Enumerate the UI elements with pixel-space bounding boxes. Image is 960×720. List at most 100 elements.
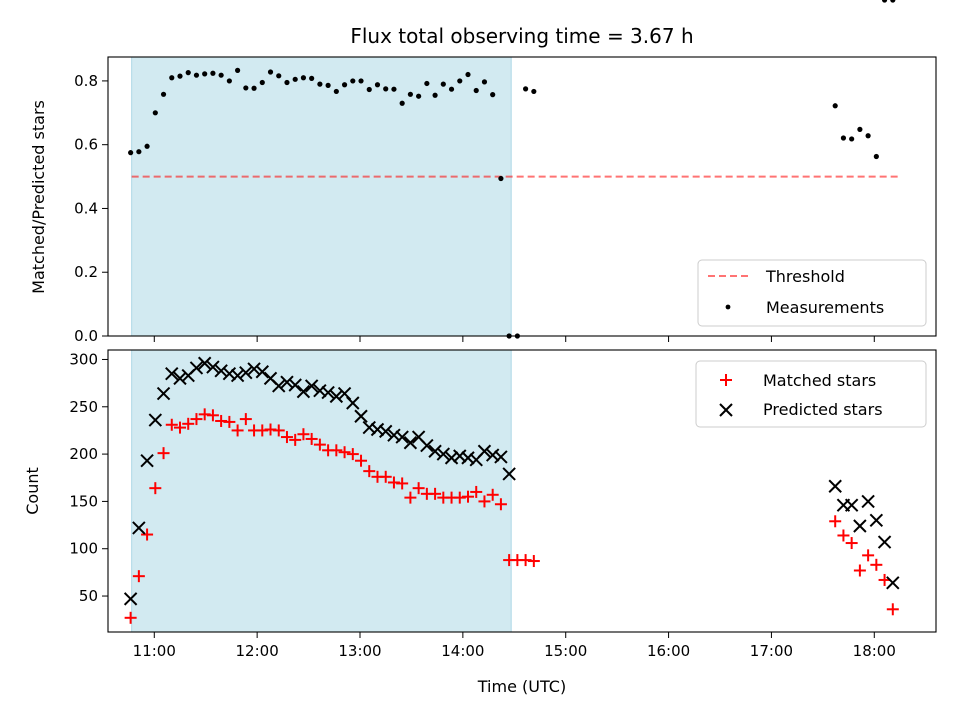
ratio-panel: 0.00.20.40.60.8 Matched/Predicted stars …	[29, 0, 937, 345]
measurement-point	[374, 82, 381, 88]
matched-stars-point	[379, 470, 392, 483]
measurement-point	[832, 103, 838, 109]
measurement-point	[325, 82, 331, 88]
matched-stars-point	[338, 446, 351, 459]
measurement-point	[849, 136, 855, 142]
measurement-point	[383, 86, 389, 92]
matched-stars-point	[429, 487, 442, 500]
matched-stars-point	[404, 491, 417, 504]
measurement-point	[498, 175, 504, 182]
predicted-stars-point	[214, 364, 228, 378]
ratio-observing-interval	[131, 56, 512, 337]
matched-stars-point	[462, 490, 474, 503]
measurement-point	[399, 100, 405, 106]
count-ytick-label: 300	[69, 350, 98, 368]
count-ytick-label: 100	[69, 540, 98, 558]
matched-stars-point	[870, 558, 883, 571]
measurement-point	[333, 88, 339, 95]
measurement-point	[490, 92, 496, 98]
predicted-stars-point	[886, 576, 900, 590]
measurement-point	[366, 86, 372, 93]
measurement-point	[309, 75, 315, 81]
measurement-point	[481, 79, 488, 85]
count-legend-box	[695, 360, 927, 428]
matched-stars-point	[272, 424, 285, 437]
measurement-point	[160, 91, 167, 97]
matched-stars-point	[141, 528, 154, 541]
predicted-stars-point	[354, 409, 368, 423]
matched-stars-point	[494, 498, 507, 511]
matched-stars-point	[206, 409, 219, 422]
count-ytick-label: 50	[79, 587, 98, 605]
count-xtick-label: 11:00	[133, 642, 176, 660]
predicted-stars-point	[453, 449, 467, 463]
measurement-point	[251, 85, 257, 91]
predicted-stars-point	[494, 450, 508, 464]
legend-matched-label: Matched stars	[763, 371, 876, 390]
predicted-stars-point	[828, 479, 842, 493]
legend-predicted-swatch	[719, 403, 733, 417]
count-xtick-label: 18:00	[853, 642, 896, 660]
count-xtick-label: 15:00	[544, 642, 587, 660]
count-axes-frame	[107, 349, 937, 633]
predicted-stars-point	[461, 451, 475, 465]
predicted-stars-point	[304, 379, 319, 393]
measurement-point	[128, 150, 134, 156]
measurement-point	[473, 87, 479, 94]
measurement-point	[317, 81, 323, 87]
matched-stars-point	[149, 482, 162, 495]
predicted-stars-point	[148, 413, 163, 427]
matched-stars-point	[478, 495, 491, 508]
measurement-point	[391, 86, 397, 92]
matched-stars-point	[486, 488, 499, 501]
matched-stars-point	[313, 438, 326, 451]
measurement-point	[259, 79, 265, 86]
ratio-ytick-label: 0.8	[74, 72, 98, 90]
matched-stars-point	[231, 424, 244, 437]
predicted-stars-point	[140, 454, 154, 468]
measurement-point	[465, 71, 471, 78]
predicted-stars-point	[387, 428, 401, 442]
predicted-stars-point	[222, 366, 237, 381]
predicted-stars-point	[173, 371, 187, 386]
measurement-point	[218, 72, 224, 78]
measurement-point	[292, 76, 298, 82]
predicted-stars-point	[428, 444, 442, 458]
predicted-stars-point	[346, 396, 360, 410]
predicted-stars-point	[844, 498, 859, 512]
matched-stars-point	[330, 444, 343, 457]
predicted-stars-point	[197, 356, 212, 370]
measurement-point	[144, 143, 150, 149]
count-panel: 50 100 150 200 250 300 11:00 12:00 13:00 14:00 15:…	[23, 349, 937, 696]
measurement-point	[857, 126, 863, 132]
count-xtick-label: 12:00	[236, 642, 279, 660]
count-xtick-label: 16:00	[647, 642, 690, 660]
predicted-stars-point	[313, 383, 327, 398]
predicted-stars-point	[247, 362, 261, 376]
legend-matched-swatch	[720, 374, 732, 386]
legend-threshold-label: Threshold	[765, 267, 845, 286]
predicted-stars-point	[379, 424, 393, 439]
predicted-stars-point	[132, 521, 146, 535]
measurement-point	[407, 91, 413, 97]
matched-stars-point	[190, 413, 203, 426]
measurement-point	[881, 0, 888, 3]
matched-stars-point	[239, 413, 252, 426]
ratio-ytick-label: 0.4	[74, 199, 98, 217]
measurement-point	[457, 78, 463, 84]
matched-stars-point	[289, 433, 302, 446]
matched-stars-point	[132, 570, 145, 583]
predicted-stars-point	[272, 379, 286, 393]
matched-stars-point	[157, 447, 170, 460]
matched-stars-point	[280, 431, 293, 444]
measurement-point	[185, 70, 191, 76]
measurement-point	[432, 92, 438, 98]
measurement-point	[448, 86, 455, 92]
ratio-ylabel: Matched/Predicted stars	[29, 100, 48, 294]
predicted-stars-point	[853, 519, 867, 533]
measurement-point	[300, 75, 307, 81]
count-ytick-label: 250	[69, 398, 98, 416]
matched-stars-point	[853, 564, 866, 577]
predicted-stars-point	[444, 451, 459, 465]
